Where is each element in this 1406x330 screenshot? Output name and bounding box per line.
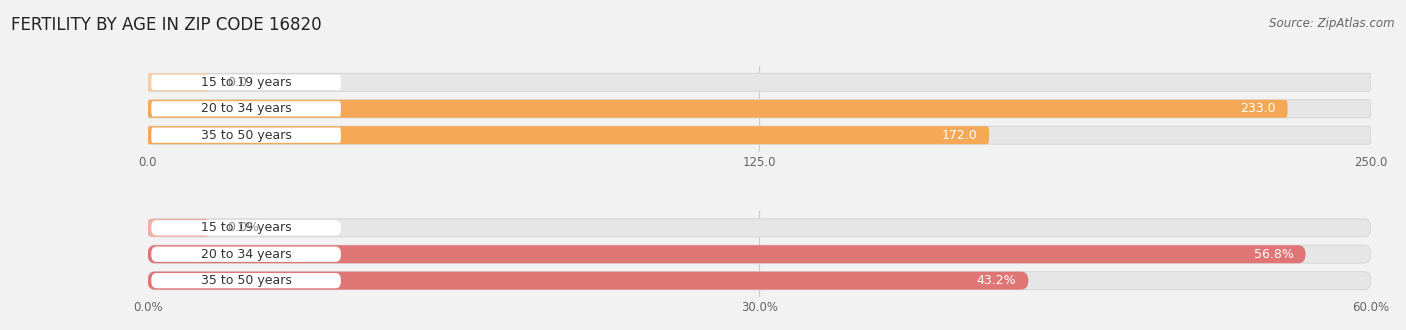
FancyBboxPatch shape <box>148 73 1371 91</box>
Text: 172.0: 172.0 <box>941 129 977 142</box>
FancyBboxPatch shape <box>148 219 208 237</box>
Text: 0.0%: 0.0% <box>228 221 259 234</box>
Text: 20 to 34 years: 20 to 34 years <box>201 102 291 115</box>
Text: Source: ZipAtlas.com: Source: ZipAtlas.com <box>1270 16 1395 29</box>
FancyBboxPatch shape <box>148 126 1371 144</box>
Text: 15 to 19 years: 15 to 19 years <box>201 76 291 89</box>
FancyBboxPatch shape <box>152 101 340 116</box>
FancyBboxPatch shape <box>152 273 340 288</box>
FancyBboxPatch shape <box>152 220 340 235</box>
Text: 0.0: 0.0 <box>228 76 247 89</box>
FancyBboxPatch shape <box>148 100 1288 118</box>
Text: 15 to 19 years: 15 to 19 years <box>201 221 291 234</box>
FancyBboxPatch shape <box>148 126 990 144</box>
FancyBboxPatch shape <box>152 247 340 262</box>
FancyBboxPatch shape <box>148 219 1371 237</box>
FancyBboxPatch shape <box>152 128 340 143</box>
FancyBboxPatch shape <box>148 272 1028 290</box>
Text: 35 to 50 years: 35 to 50 years <box>201 274 291 287</box>
Text: 233.0: 233.0 <box>1240 102 1275 115</box>
FancyBboxPatch shape <box>148 245 1371 263</box>
Text: 56.8%: 56.8% <box>1254 248 1294 261</box>
FancyBboxPatch shape <box>148 245 1306 263</box>
FancyBboxPatch shape <box>148 100 1371 118</box>
Text: 43.2%: 43.2% <box>977 274 1017 287</box>
Text: 35 to 50 years: 35 to 50 years <box>201 129 291 142</box>
Text: 20 to 34 years: 20 to 34 years <box>201 248 291 261</box>
FancyBboxPatch shape <box>152 75 340 90</box>
Text: FERTILITY BY AGE IN ZIP CODE 16820: FERTILITY BY AGE IN ZIP CODE 16820 <box>11 16 322 35</box>
FancyBboxPatch shape <box>148 73 208 91</box>
FancyBboxPatch shape <box>148 272 1371 290</box>
